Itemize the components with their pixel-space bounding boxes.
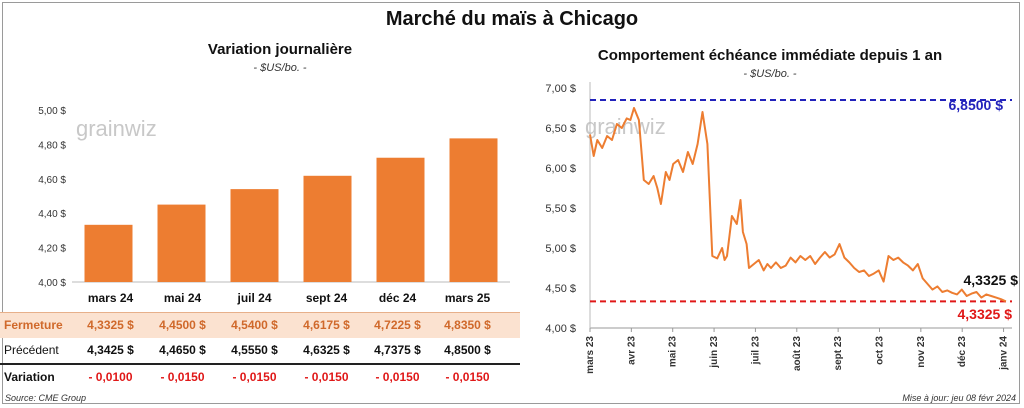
x-tick-label: oct 23 xyxy=(874,336,885,365)
table-cell: 4,4500 $ xyxy=(159,318,206,332)
x-tick-label: août 23 xyxy=(792,336,803,371)
table-cell: 4,7225 $ xyxy=(374,318,421,332)
table-cell: 4,6325 $ xyxy=(303,343,350,357)
y-tick-label: 5,00 $ xyxy=(38,106,66,117)
col-header: sept 24 xyxy=(305,291,348,305)
y-tick-label: 4,50 $ xyxy=(545,283,576,295)
price-series-line xyxy=(589,107,1007,303)
col-header: juil 24 xyxy=(237,291,272,305)
y-tick-label: 4,00 $ xyxy=(38,278,66,289)
table-divider xyxy=(0,363,520,365)
y-tick-label: 5,50 $ xyxy=(545,203,576,215)
y-tick-label: 5,00 $ xyxy=(545,243,576,255)
col-header: mars 25 xyxy=(444,291,491,305)
page-title: Marché du maïs à Chicago xyxy=(385,8,639,30)
line-chart: grainwiz 4,00 $ 4,50 $ 5,00 $ 5,50 $ 6,00 $ 6… xyxy=(545,82,1019,374)
x-tick-label: avr 23 xyxy=(626,336,637,365)
col-header: mai 24 xyxy=(163,291,202,305)
row-label: Précédent xyxy=(4,343,59,357)
bar-chart: grainwiz 4,00 $ 4,20 $ 4,40 $ 4,60 $ 4,80 $ 5… xyxy=(38,106,510,289)
table-cell: 4,3425 $ xyxy=(87,343,134,357)
last-price-label: 4,3325 $ xyxy=(964,272,1019,288)
col-header: déc 24 xyxy=(378,291,417,305)
chart-frame xyxy=(2,2,1020,404)
x-tick-label: juil 23 xyxy=(750,336,761,366)
bar xyxy=(230,189,279,282)
table-row: Variation - 0,0100 - 0,0150 - 0,0150 - 0… xyxy=(0,365,520,390)
y-tick-label: 4,20 $ xyxy=(38,244,66,255)
col-header: mars 24 xyxy=(87,291,134,305)
max-price-label: 6,8500 $ xyxy=(949,97,1004,113)
table-cell: - 0,0100 xyxy=(88,370,133,384)
bar xyxy=(157,204,206,282)
x-tick-label: juin 23 xyxy=(709,336,720,369)
y-tick-label: 4,60 $ xyxy=(38,175,66,186)
x-tick-label: mars 23 xyxy=(585,336,596,374)
x-tick-label: nov 23 xyxy=(916,336,927,368)
y-tick-label: 4,40 $ xyxy=(38,209,66,220)
table-cell: 4,6175 $ xyxy=(303,318,350,332)
table-header-row: mars 24 mai 24 juil 24 sept 24 déc 24 ma… xyxy=(0,286,520,311)
last-price-ref-label: 4,3325 $ xyxy=(958,306,1013,322)
watermark-logo: grainwiz xyxy=(585,114,666,139)
table-cell: 4,3325 $ xyxy=(87,318,134,332)
table-cell: 4,8350 $ xyxy=(444,318,491,332)
y-tick-label: 6,50 $ xyxy=(545,123,576,135)
bar xyxy=(376,157,425,282)
table-cell: - 0,0150 xyxy=(304,370,349,384)
row-label: Fermeture xyxy=(4,318,63,332)
table-cell: - 0,0150 xyxy=(232,370,277,384)
x-tick-label: mai 23 xyxy=(668,336,679,368)
row-label: Variation xyxy=(4,370,55,384)
x-tick-label: déc 23 xyxy=(957,336,968,368)
table-row: Fermeture 4,3325 $ 4,4500 $ 4,5400 $ 4,6… xyxy=(0,312,520,338)
bar xyxy=(84,224,133,282)
right-chart-title: Comportement échéance immédiate depuis 1… xyxy=(597,47,943,64)
x-tick-label: sept 23 xyxy=(833,336,844,371)
y-tick-label: 4,80 $ xyxy=(38,140,66,151)
table-cell: - 0,0150 xyxy=(375,370,420,384)
y-tick-label: 7,00 $ xyxy=(545,83,576,95)
table-cell: 4,5550 $ xyxy=(231,343,278,357)
y-tick-label: 6,00 $ xyxy=(545,163,576,175)
left-chart-title: Variation journalière xyxy=(207,41,353,58)
source-note: Source: CME Group xyxy=(5,393,87,403)
table-cell: - 0,0150 xyxy=(445,370,490,384)
update-note: Mise à jour: jeu 08 févr 2024 xyxy=(902,393,1016,403)
bar xyxy=(449,138,498,282)
watermark-logo: grainwiz xyxy=(76,116,157,141)
x-tick-label: janv 24 xyxy=(999,336,1010,371)
bar xyxy=(303,175,352,282)
table-cell: 4,5400 $ xyxy=(231,318,278,332)
table-row: Précédent 4,3425 $ 4,4650 $ 4,5550 $ 4,6… xyxy=(0,338,520,363)
right-chart-unit: - $US/bo. - xyxy=(743,68,797,80)
table-cell: 4,7375 $ xyxy=(374,343,421,357)
left-chart-unit: - $US/bo. - xyxy=(253,62,307,74)
table-cell: 4,4650 $ xyxy=(159,343,206,357)
y-tick-label: 4,00 $ xyxy=(545,323,576,335)
table-cell: - 0,0150 xyxy=(160,370,205,384)
table-cell: 4,8500 $ xyxy=(444,343,491,357)
